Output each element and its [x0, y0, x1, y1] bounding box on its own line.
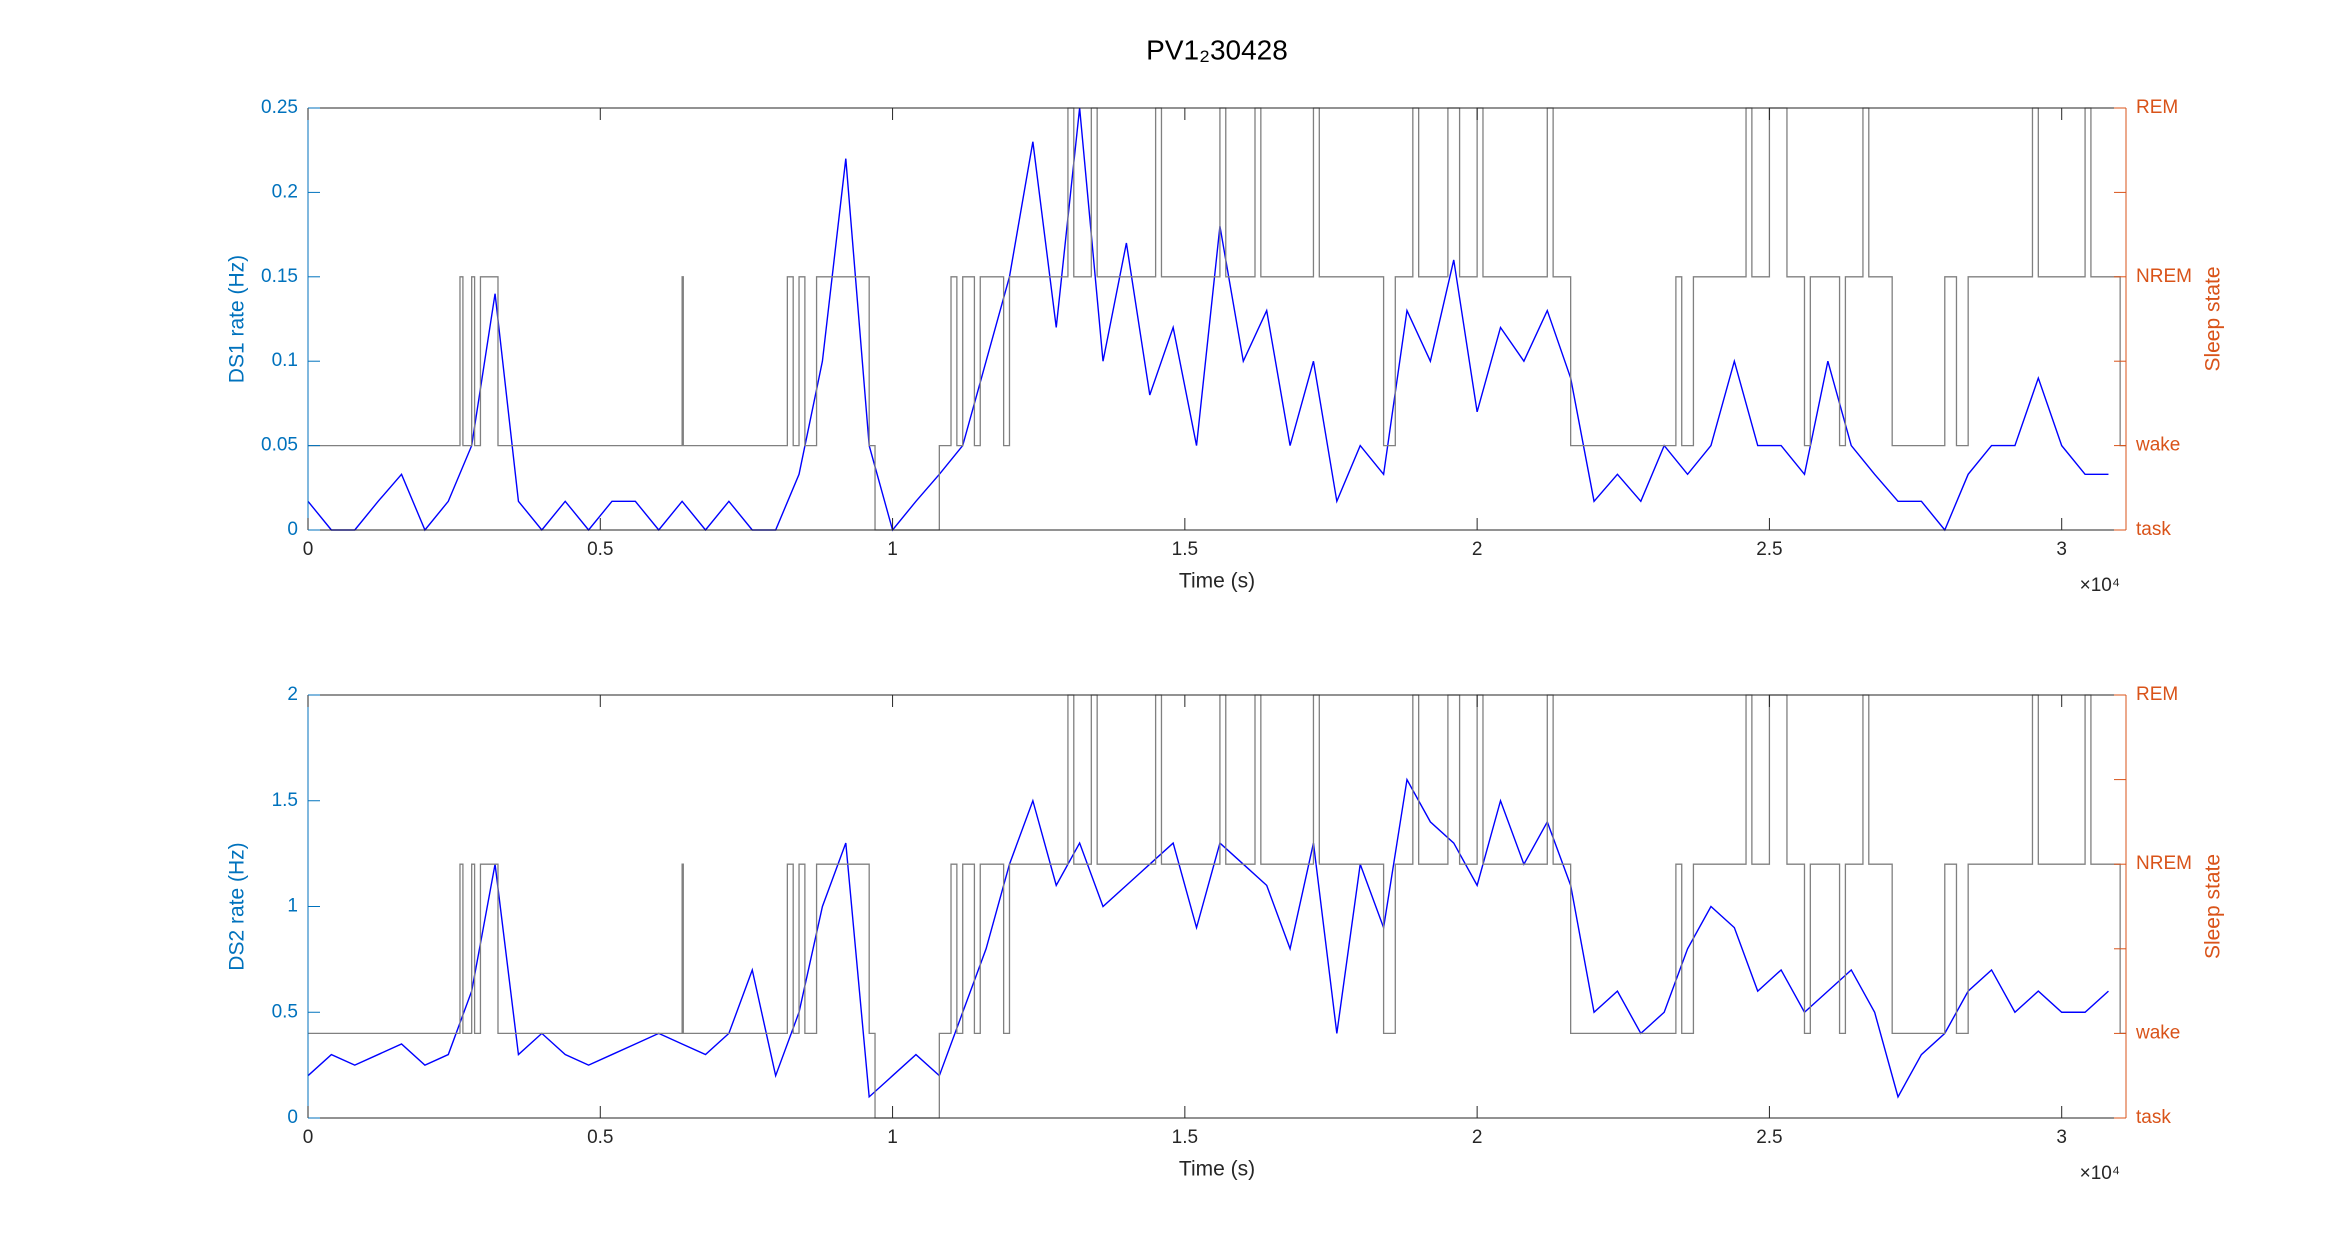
y-tick-label: 0 — [287, 1107, 298, 1128]
x-tick-label: 1 — [887, 539, 898, 560]
x-exponent: ×10⁴ — [2080, 575, 2120, 596]
y2-tick-label: task — [2136, 519, 2171, 540]
y2-tick-label: task — [2136, 1107, 2171, 1128]
y-tick-label: 0.5 — [272, 1001, 298, 1022]
y2-tick-label: REM — [2136, 684, 2178, 705]
y2-axis-label: Sleep state — [2202, 266, 2225, 371]
x-tick-label: 0 — [303, 539, 314, 560]
y-axis-label: DS2 rate (Hz) — [226, 842, 249, 970]
y-tick-label: 0 — [287, 519, 298, 540]
rate-line — [307, 777, 2109, 1099]
y-tick-label: 0.2 — [272, 181, 298, 202]
x-exponent: ×10⁴ — [2080, 1163, 2120, 1184]
y2-tick-label: NREM — [2136, 853, 2192, 874]
y-tick-label: 2 — [287, 684, 298, 705]
x-tick-label: 3 — [2056, 1127, 2067, 1148]
x-tick-label: 1.5 — [1172, 539, 1198, 560]
x-tick-label: 0 — [303, 1127, 314, 1148]
chart-title: PV1₂30428 — [1146, 34, 1288, 65]
x-tick-label: 2 — [1472, 1127, 1483, 1148]
x-tick-label: 2.5 — [1756, 539, 1782, 560]
rate-line — [307, 107, 2109, 532]
x-axis-label: Time (s) — [1179, 1158, 1255, 1181]
x-tick-label: 0.5 — [587, 1127, 613, 1148]
y-tick-label: 1 — [287, 896, 298, 917]
x-tick-label: 1.5 — [1172, 1127, 1198, 1148]
y-tick-label: 0.05 — [261, 435, 298, 456]
y-tick-label: 1.5 — [272, 790, 298, 811]
x-axis-label: Time (s) — [1179, 570, 1255, 593]
y2-tick-label: REM — [2136, 97, 2178, 118]
y-tick-label: 0.1 — [272, 350, 298, 371]
y2-axis-label: Sleep state — [2202, 854, 2225, 959]
x-tick-label: 2.5 — [1756, 1127, 1782, 1148]
y-axis-label: DS1 rate (Hz) — [226, 255, 249, 383]
y2-tick-label: NREM — [2136, 266, 2192, 287]
y-tick-label: 0.15 — [261, 266, 298, 287]
y2-tick-label: wake — [2135, 435, 2180, 456]
x-tick-label: 1 — [887, 1127, 898, 1148]
x-tick-label: 3 — [2056, 539, 2067, 560]
y2-tick-label: wake — [2135, 1022, 2180, 1043]
y-tick-label: 0.25 — [261, 97, 298, 118]
x-tick-label: 2 — [1472, 539, 1483, 560]
x-tick-label: 0.5 — [587, 539, 613, 560]
